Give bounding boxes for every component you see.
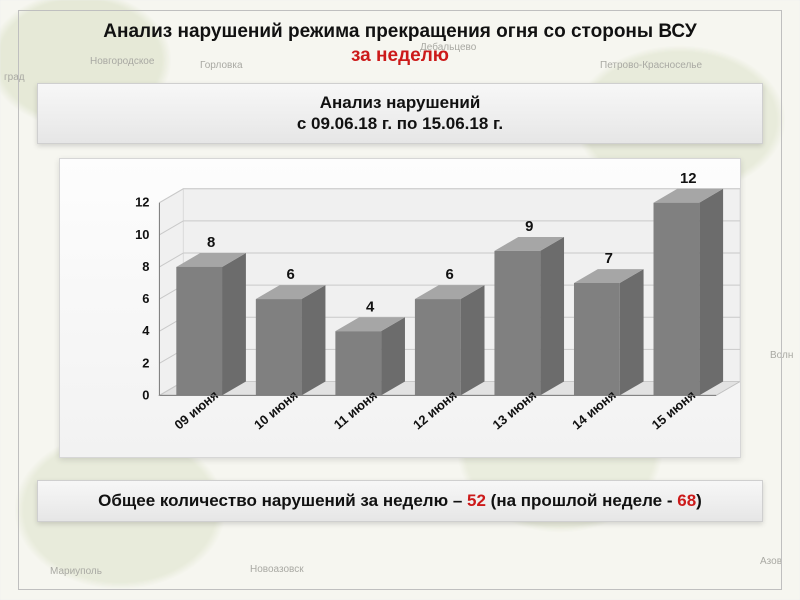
ytick-label: 2 (142, 355, 149, 370)
page-header: Анализ нарушений режима прекращения огня… (19, 11, 781, 75)
bar-value-label: 8 (207, 235, 215, 251)
summary-previous-value: 68 (677, 491, 696, 510)
ytick-label: 0 (142, 387, 149, 402)
bar-value-label: 6 (286, 267, 294, 283)
bar-value-label: 7 (605, 251, 613, 267)
summary-suffix: ) (696, 491, 702, 510)
ytick-label: 4 (142, 323, 150, 338)
header-line2: за неделю (27, 45, 773, 67)
summary-middle: (на прошлой неделе - (486, 491, 677, 510)
ytick-label: 10 (135, 226, 149, 241)
header-line1: Анализ нарушений режима прекращения огня… (27, 21, 773, 43)
ytick-label: 6 (142, 291, 149, 306)
violations-bar-chart: 024681012809 июня610 июня411 июня612 июн… (59, 158, 741, 458)
ytick-label: 8 (142, 258, 149, 273)
bar-value-label: 4 (366, 299, 375, 315)
summary-prefix: Общее количество нарушений за неделю – (98, 491, 467, 510)
bar-value-label: 6 (446, 267, 454, 283)
content-frame: Анализ нарушений режима прекращения огня… (18, 10, 782, 590)
subtitle-line2: с 09.06.18 г. по 15.06.18 г. (44, 113, 756, 134)
bar-value-label: 12 (680, 170, 697, 186)
subtitle-line1: Анализ нарушений (44, 92, 756, 113)
bar-value-label: 9 (525, 219, 533, 235)
subtitle-band: Анализ нарушений с 09.06.18 г. по 15.06.… (37, 83, 763, 144)
ytick-label: 12 (135, 194, 149, 209)
summary-band: Общее количество нарушений за неделю – 5… (37, 480, 763, 522)
summary-current-value: 52 (467, 491, 486, 510)
chart-svg: 024681012809 июня610 июня411 июня612 июн… (60, 159, 740, 457)
